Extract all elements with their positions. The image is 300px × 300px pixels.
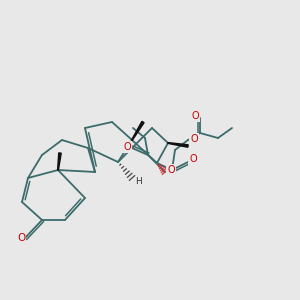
Text: O: O [17, 233, 25, 243]
Polygon shape [168, 142, 188, 147]
Polygon shape [58, 153, 61, 170]
Polygon shape [132, 121, 144, 140]
Text: O: O [167, 165, 175, 175]
Text: O: O [189, 154, 197, 164]
Text: O: O [190, 134, 198, 144]
Text: O: O [123, 142, 131, 152]
Text: H: H [136, 176, 142, 185]
Text: O: O [191, 111, 199, 121]
